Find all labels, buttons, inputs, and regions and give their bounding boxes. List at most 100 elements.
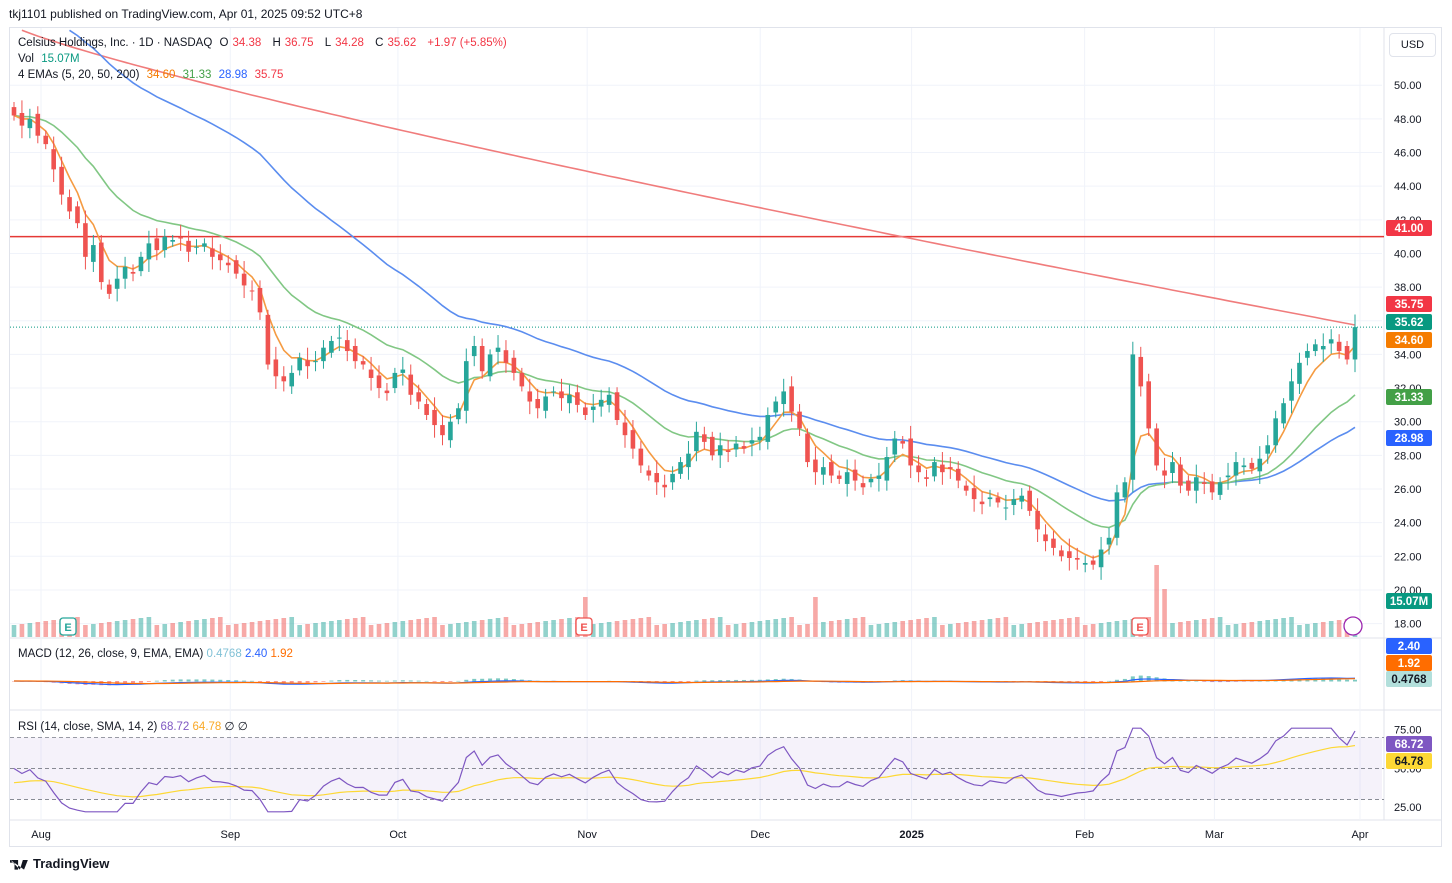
- macd-histogram-bar: [91, 681, 96, 685]
- volume-bar: [233, 624, 239, 637]
- rsi-value: 68.72: [160, 721, 190, 733]
- volume-bar: [765, 620, 771, 637]
- volume-bar: [821, 622, 826, 637]
- macd-histogram-bar: [511, 679, 516, 682]
- volume-bar: [75, 617, 80, 637]
- candle-body: [91, 245, 96, 262]
- macd-histogram-bar: [210, 679, 215, 682]
- candle-body: [218, 254, 223, 261]
- volume-bar: [289, 617, 295, 637]
- candle-body: [471, 346, 477, 357]
- candle-body: [908, 438, 913, 466]
- candle-body: [1241, 465, 1247, 468]
- candle-body: [638, 448, 644, 466]
- candle-body: [384, 390, 390, 394]
- macd-histogram-bar: [440, 681, 445, 682]
- earnings-marker-label: E: [1136, 622, 1143, 634]
- macd-histogram-bar: [1091, 681, 1096, 683]
- candle-body: [329, 340, 334, 353]
- candle-body: [440, 425, 445, 436]
- candle-body: [1146, 381, 1151, 429]
- macd-histogram-bar: [138, 681, 143, 683]
- rsi-tag-label: 68.72: [1395, 739, 1424, 751]
- candle-body: [1098, 549, 1104, 568]
- volume-bar: [1170, 623, 1175, 637]
- candle-body: [1201, 482, 1207, 484]
- candle-body: [892, 438, 898, 455]
- macd-histogram-bar: [154, 680, 159, 682]
- candle-body: [400, 369, 406, 373]
- candle-body: [1233, 462, 1239, 476]
- volume-bar: [987, 619, 993, 637]
- volume-bar: [1201, 619, 1207, 637]
- earnings-marker-icon: [1131, 617, 1149, 636]
- candle-body: [1074, 557, 1080, 560]
- macd-histogram-bar: [1226, 681, 1231, 682]
- macd-histogram-bar: [734, 679, 739, 682]
- volume-bar: [360, 617, 366, 637]
- candle-body: [75, 206, 80, 224]
- y-tick-label: 28.00: [1394, 450, 1422, 462]
- candle-body: [1217, 482, 1223, 495]
- candle-body: [924, 477, 929, 479]
- volume-bar: [1194, 620, 1199, 637]
- macd-histogram-bar: [456, 680, 461, 682]
- candle-body: [43, 135, 49, 145]
- candle-body: [289, 372, 295, 387]
- candle-body: [987, 497, 993, 500]
- volume-bar: [733, 624, 739, 637]
- macd-histogram-bar: [392, 680, 397, 682]
- candle-body: [35, 113, 41, 136]
- candle-body: [583, 407, 588, 415]
- volume-bar: [940, 625, 945, 637]
- candle-body: [1273, 418, 1278, 446]
- volume-bar: [106, 622, 112, 637]
- macd-histogram-bar: [496, 678, 501, 682]
- volume-bar: [19, 624, 25, 637]
- volume-bar: [194, 620, 199, 637]
- candle-body: [130, 271, 136, 274]
- candle-body: [297, 357, 302, 371]
- candle-body: [1328, 339, 1334, 344]
- candle-body: [535, 398, 541, 409]
- volume-bar: [836, 620, 842, 637]
- volume-bar: [202, 619, 207, 637]
- currency-selector[interactable]: USD: [1389, 33, 1436, 57]
- candle-body: [106, 284, 112, 294]
- candle-body: [122, 266, 128, 279]
- rsi-tick-label: 75.00: [1394, 725, 1422, 737]
- volume-bar: [400, 621, 406, 637]
- ema5-price-tag-label: 34.60: [1395, 335, 1424, 347]
- candle-body: [146, 243, 152, 260]
- volume-bar: [725, 625, 731, 637]
- candle-body: [1114, 492, 1120, 538]
- volume-bar: [162, 624, 168, 637]
- candle-body: [360, 361, 366, 365]
- candle-body: [646, 470, 652, 476]
- symbol-title[interactable]: Celsius Holdings, Inc. · 1D · NASDAQ: [18, 37, 213, 49]
- candle-body: [98, 242, 104, 283]
- candle-body: [83, 223, 88, 257]
- x-tick-label: Dec: [750, 829, 770, 841]
- volume-bar: [828, 621, 834, 637]
- volume-bar: [83, 625, 88, 637]
- macd-histogram-bar: [194, 679, 199, 682]
- candle-body: [567, 394, 572, 404]
- macd-histogram-bar: [218, 679, 223, 682]
- y-tick-label: 18.00: [1394, 619, 1422, 631]
- hline-price-tag-label: 41.00: [1395, 223, 1424, 235]
- volume-bar: [503, 617, 509, 637]
- volume-bar: [662, 624, 667, 637]
- earnings-marker-icon: [575, 617, 593, 636]
- candle-body: [1249, 462, 1255, 469]
- volume-bar: [1241, 623, 1247, 637]
- volume-bar: [995, 618, 1001, 637]
- candle-body: [940, 464, 945, 473]
- macd-histogram-bar: [361, 680, 366, 682]
- rsi-ma-tag-label: 64.78: [1395, 756, 1424, 768]
- volume-bar: [1249, 622, 1255, 637]
- candle-body: [828, 462, 834, 476]
- macd-histogram-bar: [488, 678, 493, 682]
- ema20-line: [13, 114, 1356, 529]
